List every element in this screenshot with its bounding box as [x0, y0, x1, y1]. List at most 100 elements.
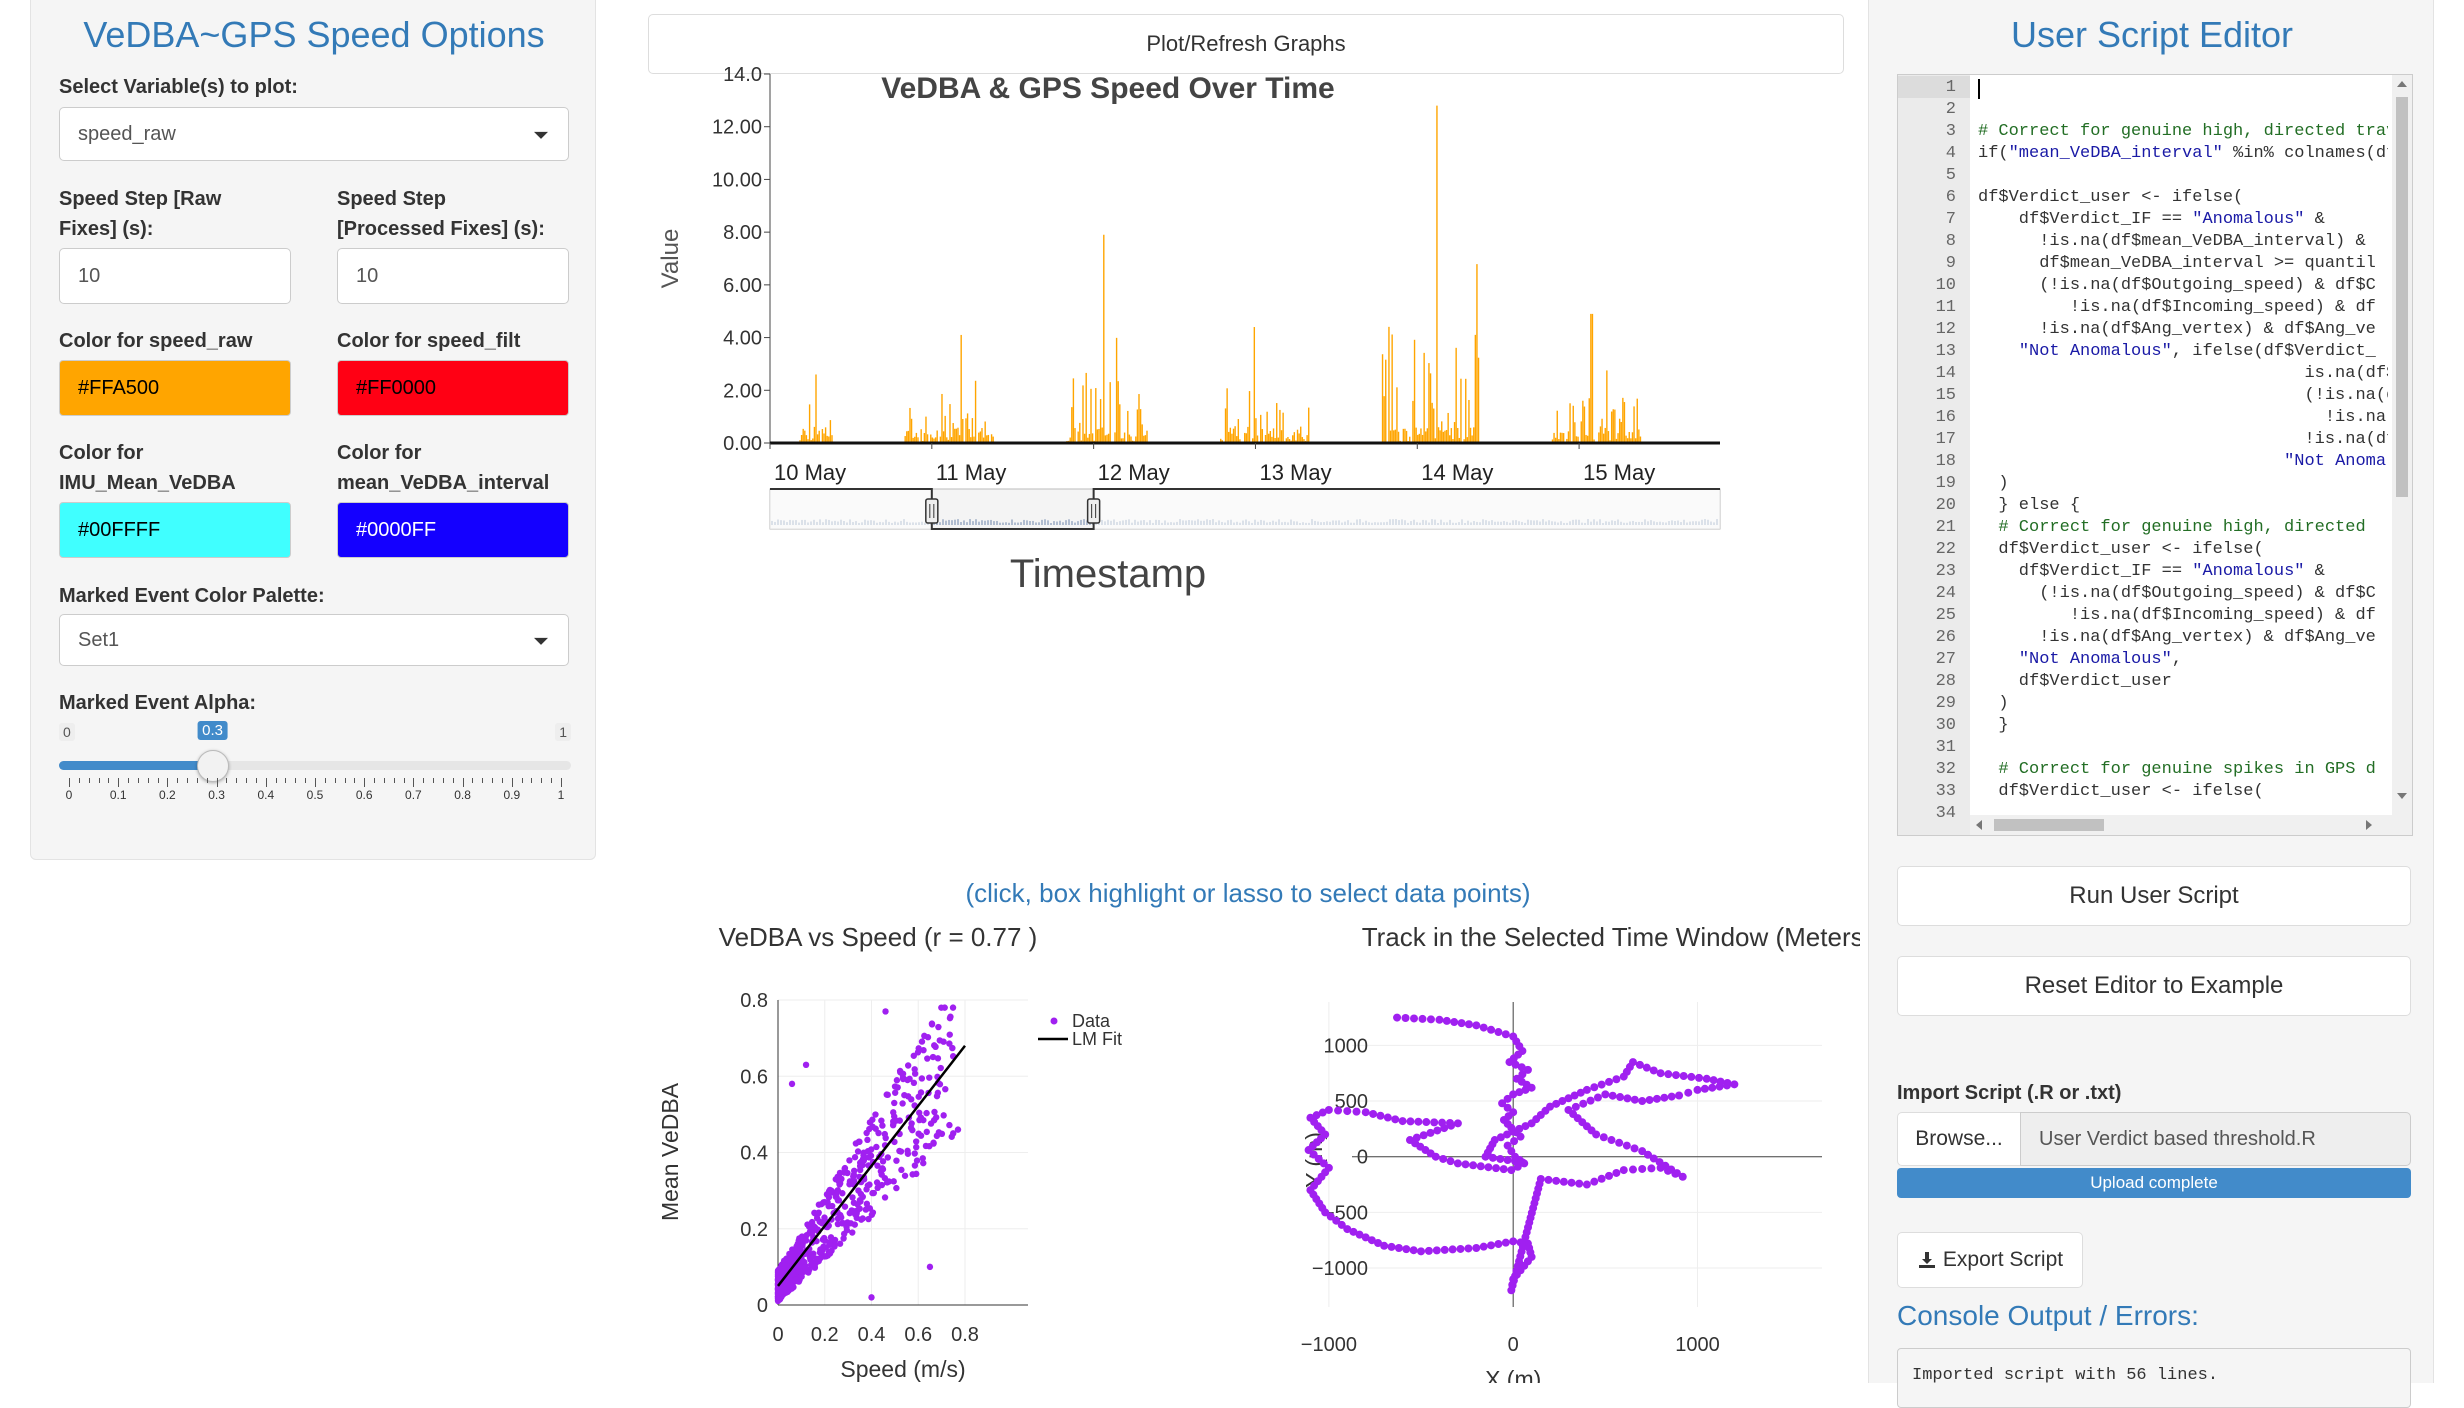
code-line[interactable]: !is.na: [1978, 408, 2387, 427]
data-point: [946, 1040, 953, 1047]
code-editor[interactable]: 1 2 3 4 5 6 7 8 9 10 11 12 13 14 15 16 17 18 19 20 21 22 23 24 2…: [1897, 74, 2413, 836]
code-line[interactable]: ): [1978, 694, 2009, 713]
code-line[interactable]: (!is.na(d: [1978, 386, 2388, 405]
variable-select[interactable]: speed_raw: [59, 107, 569, 161]
scroll-left-icon[interactable]: [1976, 820, 1982, 830]
track-point: [1635, 1060, 1644, 1069]
code-line[interactable]: !is.na(df$Ang_vertex) & df$Ang_ve: [1978, 320, 2376, 339]
code-line[interactable]: df$Verdict_IF == "Anomalous" &: [1978, 210, 2325, 229]
alpha-handle[interactable]: [196, 750, 229, 782]
track-point: [1426, 1015, 1435, 1024]
code-line[interactable]: !is.na(df$Incoming_speed) & df: [1978, 298, 2376, 317]
code-line[interactable]: "Not Anomal: [2284, 452, 2388, 471]
track-point: [1469, 1161, 1478, 1170]
alpha-slider[interactable]: 0 1 0.3 0 0.1 0.2 0.3 0.4 0.5 0.6 0.7 0.8 0.9 1: [59, 720, 571, 802]
track-point: [1521, 1085, 1530, 1094]
data-point: [859, 1215, 866, 1222]
code-line[interactable]: df$Verdict_user <- ifelse(: [1978, 782, 2264, 801]
data-point: [775, 1267, 782, 1275]
vedba-speed-scatter[interactable]: VeDBA vs Speed (r = 0.77 ) 0 0.2 0.4 0.6 0.8 0…: [648, 912, 1268, 1383]
reset-editor-button[interactable]: Reset Editor to Example: [1897, 956, 2411, 1016]
track-point: [1628, 1165, 1637, 1174]
alpha-tick-mark: [187, 778, 189, 783]
range-slider-handle[interactable]: [925, 498, 939, 524]
range-slider[interactable]: [769, 488, 1721, 530]
track-point: [1511, 1157, 1520, 1166]
alpha-tick-label: 0.1: [109, 788, 127, 802]
code-line[interactable]: df$Verdict_user: [1978, 672, 2172, 691]
alpha-tick-label: 0.4: [257, 788, 275, 802]
editor-title: User Script Editor: [2010, 14, 2294, 55]
code-line[interactable]: is.na(df$: [1978, 364, 2388, 383]
code-line[interactable]: df$Verdict_user <- ifelse(: [1978, 188, 2244, 207]
data-point: [920, 1046, 927, 1054]
data-point: [820, 1234, 828, 1242]
color-interval-picker[interactable]: #0000FF: [337, 502, 569, 558]
data-point: [860, 1149, 867, 1156]
horizontal-scroll-thumb[interactable]: [1994, 819, 2104, 831]
code-line[interactable]: [1978, 165, 2388, 187]
scroll-right-icon[interactable]: [2366, 820, 2372, 830]
code-line[interactable]: "Not Anomalous",: [2018, 650, 2183, 669]
alpha-track[interactable]: [59, 761, 571, 770]
code-line[interactable]: !is.na(df$Incoming_speed) & df: [1978, 606, 2376, 625]
color-imu-picker[interactable]: #00FFFF: [59, 502, 291, 558]
code-line[interactable]: "Not Anomalous", ifelse(df$Verdict_: [2018, 342, 2376, 361]
code-line[interactable]: (!is.na(df$Outgoing_speed) & df$C: [1978, 276, 2376, 295]
code-line[interactable]: df$Verdict_user <- ifelse(: [1978, 540, 2264, 559]
code-line[interactable]: !is.na(df$mean_VeDBA_interval) &: [1978, 232, 2366, 251]
code-line[interactable]: !is.na(df$Ang_vertex) & df$Ang_ve: [1978, 628, 2376, 647]
data-point: [811, 1263, 818, 1270]
code-line[interactable]: }: [1978, 716, 2009, 735]
code-line[interactable]: # Correct for genuine high, directed tra…: [1978, 122, 2388, 141]
color-raw-picker[interactable]: #FFA500: [59, 360, 291, 416]
color-filt-picker[interactable]: #FF0000: [337, 360, 569, 416]
track-map[interactable]: Track in the Selected Time Window (Meter…: [1262, 912, 1860, 1383]
code-line[interactable]: [1978, 737, 2388, 759]
code-line[interactable]: ): [1978, 474, 2009, 493]
range-slider-handle[interactable]: [1086, 498, 1101, 524]
browse-button[interactable]: Browse...: [1897, 1112, 2021, 1166]
variable-select-value: speed_raw: [78, 122, 176, 145]
track-point: [1324, 1105, 1333, 1114]
data-point: [826, 1250, 834, 1257]
code-line[interactable]: df$Verdict_IF == "Anomalous" &: [1978, 562, 2325, 581]
track-point: [1667, 1092, 1676, 1101]
track-point: [1405, 1136, 1414, 1145]
code-line[interactable]: !is.na(df: [1978, 430, 2388, 449]
code-text[interactable]: # Correct for genuine high, directed tra…: [1978, 77, 2388, 825]
code-line[interactable]: if("mean_VeDBA_interval" %in% colnames(d…: [1978, 144, 2388, 163]
run-script-button[interactable]: Run User Script: [1897, 866, 2411, 926]
code-line[interactable]: df$mean_VeDBA_interval >= quantil: [1978, 254, 2376, 273]
data-point: [919, 1155, 926, 1162]
track-point: [1343, 1107, 1352, 1116]
vertical-scroll-thumb[interactable]: [2396, 97, 2408, 497]
speed-step-processed-input[interactable]: 10: [337, 248, 569, 304]
code-line[interactable]: [1978, 77, 2388, 99]
code-line[interactable]: } else {: [1978, 496, 2081, 515]
palette-select[interactable]: Set1: [59, 614, 569, 666]
alpha-tick-mark: [433, 778, 435, 783]
track-point: [1448, 1245, 1457, 1254]
scroll-down-icon[interactable]: [2397, 793, 2407, 799]
data-point: [851, 1154, 859, 1161]
alpha-min-label: 0: [59, 723, 75, 741]
speed-step-raw-input[interactable]: 10: [59, 248, 291, 304]
plot-refresh-button[interactable]: Plot/Refresh Graphs: [648, 14, 1844, 74]
code-line[interactable]: (!is.na(df$Outgoing_speed) & df$C: [1978, 584, 2376, 603]
alpha-tick-mark: [157, 778, 159, 783]
scroll-up-icon[interactable]: [2397, 81, 2407, 87]
export-script-button[interactable]: Export Script: [1897, 1232, 2083, 1288]
line-number: 22: [1935, 540, 1956, 559]
line-number: 15: [1935, 386, 1956, 405]
timeseries-chart[interactable]: VeDBA & GPS Speed Over Time 0.00 2.00 4.00 6…: [648, 64, 1848, 854]
y-tick-label: 12.00: [712, 117, 762, 139]
code-line[interactable]: # Correct for genuine high, directed: [1998, 518, 2366, 537]
track-point: [1479, 1242, 1488, 1251]
track-point: [1456, 1244, 1465, 1253]
track-point: [1601, 1090, 1610, 1099]
data-point: [911, 1150, 918, 1157]
code-line[interactable]: # Correct for genuine spikes in GPS d: [1998, 760, 2376, 779]
track-point: [1597, 1080, 1606, 1089]
code-line[interactable]: [1978, 99, 2388, 121]
